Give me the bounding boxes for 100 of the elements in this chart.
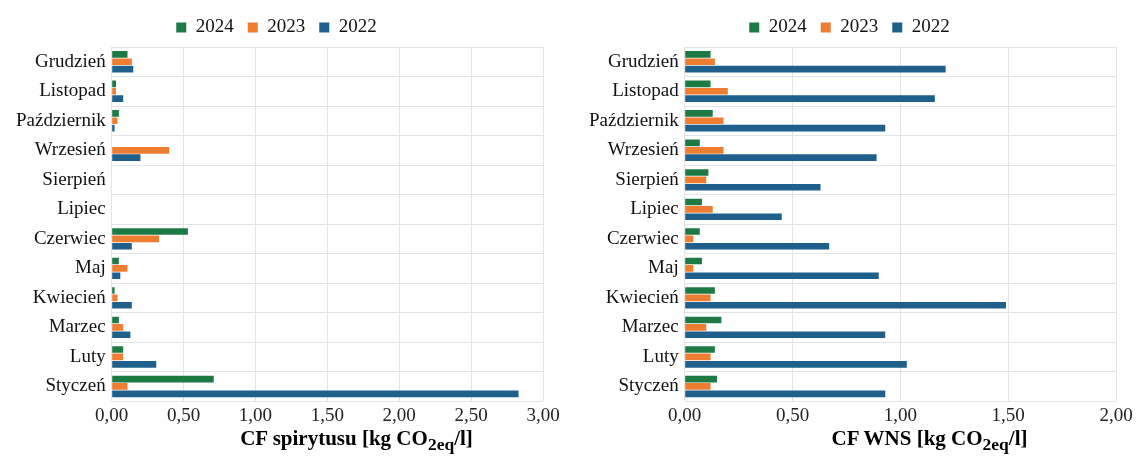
bar	[112, 146, 170, 154]
bar	[685, 301, 1007, 309]
bar	[112, 51, 128, 58]
bar	[685, 206, 713, 213]
y-tick-label: Luty	[69, 344, 107, 366]
x-tick-label: 1,50	[991, 403, 1025, 425]
y-tick-label: Styczeń	[618, 374, 680, 396]
legend-label: 2024	[195, 15, 235, 37]
bar	[112, 235, 160, 243]
y-tick-label: Październik	[16, 108, 107, 130]
bar	[685, 375, 718, 383]
bar	[685, 169, 709, 176]
x-tick-label: 1,50	[310, 403, 344, 425]
bar	[112, 346, 124, 353]
y-tick-label: Marzec	[621, 315, 679, 337]
bar	[112, 154, 141, 162]
bar	[685, 58, 715, 66]
bar	[112, 242, 132, 250]
x-tick-label: 0,00	[95, 403, 129, 425]
y-tick-label: Wrzesień	[34, 138, 107, 160]
bar	[685, 257, 702, 265]
y-tick-label: Kwiecień	[605, 285, 680, 307]
y-tick-label: Grudzień	[34, 49, 107, 71]
bar	[112, 353, 124, 361]
bar	[685, 272, 879, 280]
y-tick-label: Czerwiec	[606, 226, 679, 248]
bar	[112, 287, 115, 294]
bar	[685, 360, 907, 368]
bar	[685, 65, 946, 73]
bar	[112, 80, 116, 88]
bar	[685, 154, 877, 162]
x-tick-label: 2,00	[382, 403, 416, 425]
x-tick-label: 0,50	[166, 403, 201, 425]
legend-label: 2023	[840, 15, 879, 37]
bar	[112, 316, 119, 324]
bar	[685, 80, 711, 88]
bar	[685, 124, 886, 132]
bar	[112, 87, 116, 95]
x-tick-label: 0,00	[668, 403, 702, 425]
bar	[112, 383, 128, 390]
bar	[685, 324, 707, 331]
bar	[685, 265, 694, 272]
y-tick-label: Lipiec	[630, 197, 679, 219]
y-tick-label: Kwiecień	[32, 285, 107, 307]
bar	[112, 331, 131, 339]
bar	[112, 272, 121, 280]
bar	[685, 287, 715, 294]
y-tick-label: Listopad	[39, 79, 107, 101]
bar	[685, 390, 886, 398]
bar	[112, 324, 124, 331]
y-tick-label: Luty	[642, 344, 680, 366]
bar	[112, 110, 119, 117]
legend-label: 2022	[911, 15, 950, 37]
x-tick-label: 1,00	[883, 403, 917, 425]
x-tick-label: 0,50	[775, 403, 810, 425]
x-tick-label: 1,00	[238, 403, 273, 425]
bar	[685, 213, 782, 221]
bar	[112, 301, 132, 309]
bar	[112, 375, 214, 383]
bar	[685, 183, 821, 191]
bar	[112, 124, 115, 132]
bar	[112, 95, 124, 102]
bar	[685, 95, 935, 102]
y-tick-label: Sierpień	[42, 167, 107, 189]
bar	[112, 265, 128, 272]
bar	[112, 65, 134, 73]
y-tick-label: Czerwiec	[33, 226, 106, 248]
y-tick-label: Wrzesień	[607, 138, 680, 160]
y-tick-label: Październik	[589, 108, 680, 130]
bar	[685, 353, 711, 361]
bar	[112, 58, 132, 66]
y-tick-label: Maj	[648, 256, 679, 278]
y-tick-label: Maj	[75, 256, 106, 278]
bar	[685, 346, 715, 353]
bar	[685, 316, 722, 324]
bar	[685, 198, 702, 206]
bar	[685, 242, 830, 250]
y-tick-label: Styczeń	[45, 374, 107, 396]
x-tick-label: 2,50	[454, 403, 488, 425]
x-tick-label: 3,00	[526, 403, 560, 425]
x-tick-label: 2,00	[1099, 403, 1133, 425]
y-tick-label: Grudzień	[607, 49, 680, 71]
bar	[685, 87, 728, 95]
bar	[112, 228, 188, 235]
legend-label: 2023	[267, 15, 306, 37]
legend-label: 2022	[338, 15, 377, 37]
bar	[685, 331, 886, 339]
bar	[112, 360, 157, 368]
y-tick-label: Sierpień	[615, 167, 680, 189]
x-axis-title: CF spirytusu [kg CO$_{2eq}$/l]	[239, 426, 474, 456]
bar	[112, 390, 519, 398]
x-axis-title: CF WNS [kg CO$_{2eq}$/l]	[830, 426, 1029, 456]
bar	[685, 139, 700, 147]
y-tick-label: Marzec	[48, 315, 106, 337]
bar	[112, 117, 118, 125]
bar	[685, 146, 724, 154]
bar	[685, 383, 711, 390]
bar	[685, 110, 713, 117]
y-tick-label: Lipiec	[57, 197, 106, 219]
bar	[685, 51, 711, 58]
